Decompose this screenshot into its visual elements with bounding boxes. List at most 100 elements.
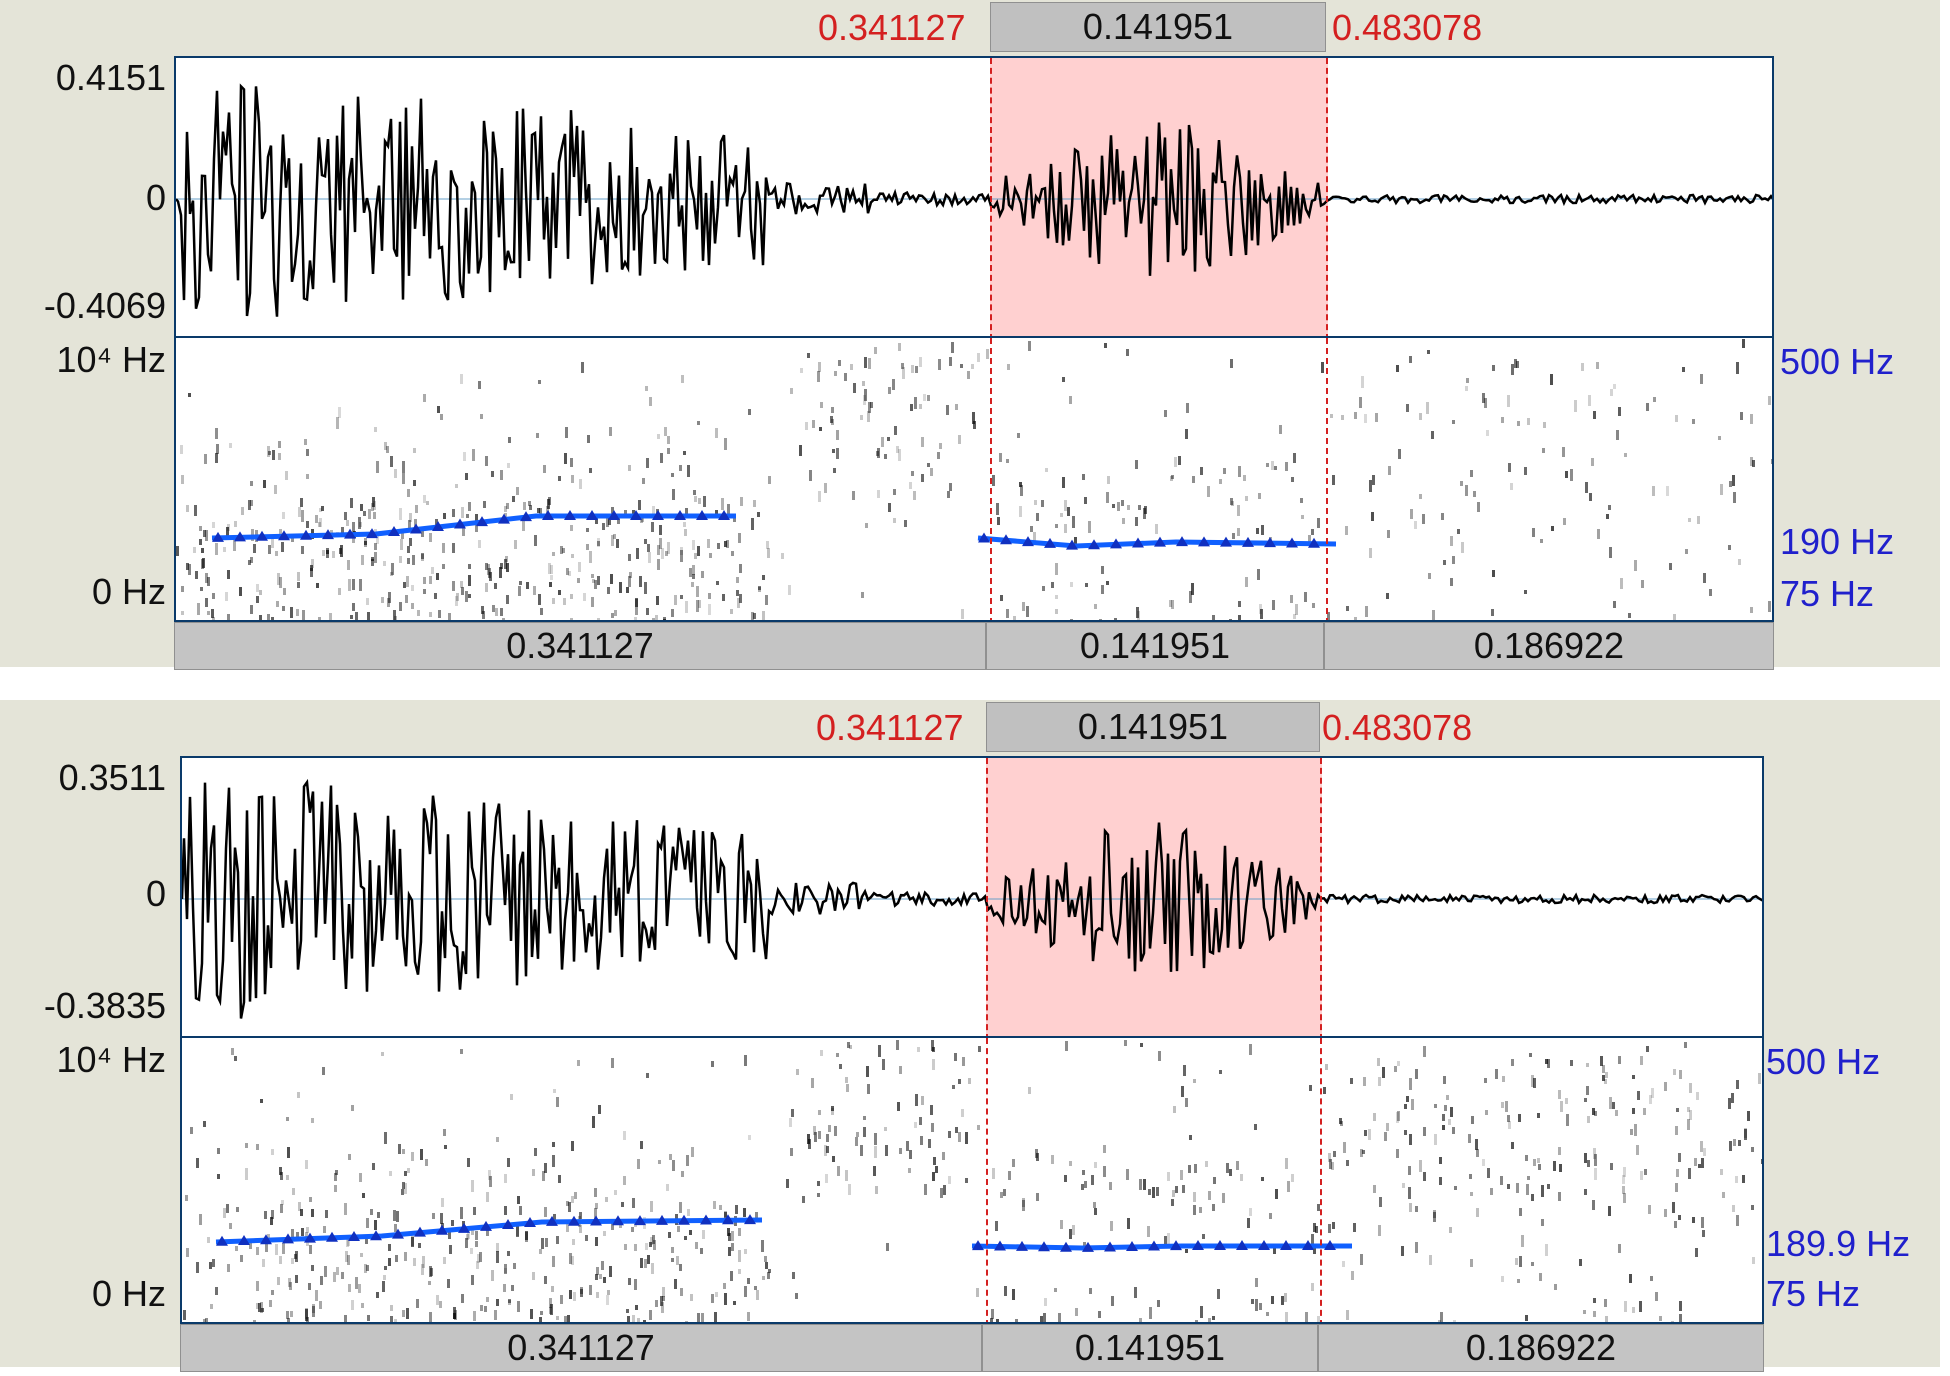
pitch-marker: [366, 528, 378, 539]
interval-1[interactable]: 0.341127: [180, 1324, 982, 1372]
pitch-marker: [1308, 537, 1320, 548]
pitch-marker: [652, 510, 664, 520]
interval-3[interactable]: 0.186922: [1324, 622, 1774, 670]
selection-start-time: 0.341127: [816, 707, 964, 748]
pitch-marker: [1258, 1240, 1270, 1250]
spectrogram-min-freq-label: 0 Hz: [91, 1273, 166, 1314]
waveform-panel[interactable]: [180, 756, 1764, 1038]
pitch-ceiling-label: 500 Hz: [1766, 1041, 1881, 1082]
pitch-marker: [392, 1228, 404, 1239]
waveform-max-label: 0.3511: [58, 757, 166, 798]
pitch-marker: [344, 528, 356, 539]
pitch-marker: [348, 1231, 360, 1242]
pitch-marker: [696, 510, 708, 520]
selection-duration-bar[interactable]: 0.141951: [986, 702, 1320, 752]
pitch-marker: [1038, 1241, 1050, 1252]
pitch-marker: [994, 1240, 1006, 1251]
pitch-marker: [432, 521, 444, 532]
pitch-marker: [480, 1220, 492, 1231]
waveform-zero-label: 0: [145, 873, 166, 914]
pitch-marker: [1104, 1241, 1116, 1252]
pitch-marker: [546, 1215, 558, 1226]
pitch-marker: [234, 531, 246, 542]
interval-3[interactable]: 0.186922: [1318, 1324, 1764, 1372]
pitch-marker: [1016, 1240, 1028, 1251]
pitch-marker: [1302, 1240, 1314, 1250]
waveform-panel[interactable]: [174, 56, 1774, 338]
pitch-marker: [590, 1215, 602, 1226]
pitch-marker: [520, 511, 532, 522]
selection-start-boundary: [986, 1038, 988, 1322]
pitch-marker: [634, 1215, 646, 1226]
selection-start-boundary: [990, 58, 992, 336]
pitch-marker: [568, 1215, 580, 1226]
selection-duration-bar[interactable]: 0.141951: [990, 2, 1326, 52]
pitch-marker: [436, 1224, 448, 1235]
pitch-marker: [1060, 1241, 1072, 1252]
waveform-plot: [176, 83, 1772, 317]
pitch-marker: [300, 529, 312, 540]
pitch-value-label: 190 Hz: [1780, 521, 1895, 562]
selection-end-boundary: [1320, 1038, 1322, 1322]
pitch-marker: [524, 1217, 536, 1228]
selection-start-boundary: [986, 758, 988, 1036]
pitch-marker: [1198, 536, 1210, 547]
interval-2[interactable]: 0.141951: [986, 622, 1324, 670]
pitch-contour-2: [971, 1243, 1352, 1251]
pitch-marker: [1236, 1240, 1248, 1250]
pitch-marker: [216, 1235, 228, 1246]
waveform-trace: [176, 83, 1772, 317]
pitch-marker: [1176, 536, 1188, 547]
pitch-marker: [1170, 1240, 1182, 1251]
pitch-marker: [978, 532, 990, 543]
spectrogram-plot: [183, 1040, 1762, 1322]
pitch-marker: [1132, 537, 1144, 548]
spectrogram-max-freq-label: 10⁴ Hz: [56, 1039, 166, 1080]
pitch-marker: [1066, 539, 1078, 550]
pitch-marker: [1264, 537, 1276, 548]
pitch-marker: [1110, 538, 1122, 549]
pitch-marker: [612, 1215, 624, 1226]
pitch-marker: [278, 530, 290, 541]
pitch-marker: [256, 530, 268, 541]
pitch-marker: [1082, 1241, 1094, 1252]
pitch-marker: [304, 1232, 316, 1243]
pitch-floor-label: 75 Hz: [1780, 573, 1875, 614]
pitch-marker: [718, 510, 730, 520]
pitch-marker: [744, 1214, 756, 1225]
pitch-marker: [212, 531, 224, 542]
pitch-marker: [1242, 536, 1254, 547]
interval-1[interactable]: 0.341127: [174, 622, 986, 670]
spectrogram-panel[interactable]: [174, 336, 1774, 622]
waveform-plot: [182, 778, 1762, 1019]
pitch-marker: [410, 523, 422, 534]
pitch-marker: [414, 1226, 426, 1237]
spectrogram-max-freq-label: 10⁴ Hz: [56, 339, 166, 380]
sound-editor-1: 0.341127 0.141951 0.483078 0.4151 0 -0.4…: [0, 0, 1940, 670]
spectrogram-plot: [176, 339, 1772, 620]
pitch-marker: [608, 510, 620, 520]
waveform-trace: [182, 778, 1762, 1019]
selection-start-boundary: [990, 338, 992, 620]
pitch-marker: [972, 1240, 984, 1251]
spectrogram-panel[interactable]: [180, 1036, 1764, 1324]
spectrogram-min-freq-label: 0 Hz: [91, 571, 166, 612]
pitch-marker: [326, 1231, 338, 1242]
selection-end-boundary: [1326, 338, 1328, 620]
pitch-marker: [1044, 537, 1056, 548]
pitch-marker: [1286, 537, 1298, 548]
interval-2[interactable]: 0.141951: [982, 1324, 1318, 1372]
pitch-marker: [260, 1234, 272, 1245]
selection-start-time: 0.341127: [818, 7, 966, 48]
waveform-max-label: 0.4151: [55, 57, 166, 98]
pitch-marker: [1148, 1240, 1160, 1251]
pitch-marker: [1324, 1240, 1336, 1250]
selection-end-boundary: [1326, 58, 1328, 336]
selection-end-time: 0.483078: [1332, 7, 1483, 48]
pitch-marker: [1154, 536, 1166, 547]
pitch-marker: [1220, 536, 1232, 547]
pitch-marker: [1214, 1240, 1226, 1250]
pitch-marker: [454, 518, 466, 529]
pitch-marker: [322, 529, 334, 540]
pitch-marker: [678, 1214, 690, 1225]
